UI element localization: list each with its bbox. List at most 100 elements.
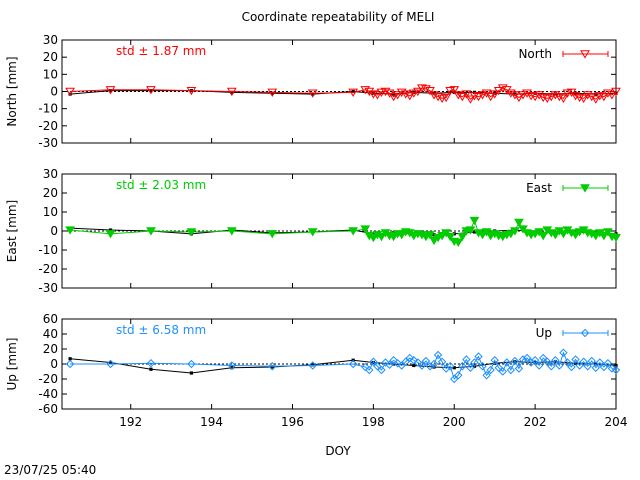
legend-marker bbox=[580, 184, 590, 193]
data-point bbox=[348, 359, 358, 369]
data-point bbox=[587, 356, 596, 366]
reference-point bbox=[371, 91, 375, 95]
reference-point bbox=[68, 357, 72, 361]
data-point bbox=[186, 228, 197, 237]
data-point bbox=[187, 359, 196, 369]
data-point bbox=[405, 353, 414, 363]
y-tick-label: -30 bbox=[38, 136, 58, 150]
y-tick-label: 0 bbox=[50, 357, 58, 371]
std-annotation: std ± 6.58 mm bbox=[116, 323, 206, 337]
data-point bbox=[505, 230, 516, 239]
data-point bbox=[558, 94, 569, 103]
data-point bbox=[530, 356, 540, 365]
chart-title: Coordinate repeatability of MELI bbox=[242, 10, 435, 24]
reference-point bbox=[149, 367, 153, 371]
data-point bbox=[307, 228, 318, 237]
data-point bbox=[510, 356, 520, 366]
y-tick-label: 0 bbox=[50, 85, 58, 99]
data-point bbox=[377, 365, 386, 375]
data-point bbox=[489, 90, 500, 99]
x-tick-label: 200 bbox=[443, 415, 466, 429]
reference-point bbox=[553, 360, 557, 364]
data-point bbox=[409, 356, 419, 365]
data-point bbox=[441, 93, 452, 103]
reference-point bbox=[412, 363, 416, 368]
data-point bbox=[478, 362, 487, 371]
data-point bbox=[429, 91, 439, 100]
data-point bbox=[227, 361, 237, 370]
data-point bbox=[268, 362, 277, 371]
x-axis-label: DOY bbox=[325, 444, 351, 458]
reference-point bbox=[108, 228, 113, 232]
data-point bbox=[598, 232, 609, 241]
data-point bbox=[453, 91, 464, 100]
reference-point bbox=[472, 230, 477, 234]
data-point bbox=[380, 87, 391, 97]
y-tick-label: 10 bbox=[43, 67, 58, 81]
y-tick-label: -60 bbox=[38, 402, 58, 416]
data-point bbox=[486, 365, 495, 375]
data-point bbox=[425, 231, 435, 240]
data-point bbox=[348, 88, 359, 97]
data-point bbox=[494, 363, 503, 372]
data-point bbox=[469, 216, 480, 226]
data-point bbox=[547, 362, 556, 371]
data-point bbox=[396, 88, 407, 97]
data-point bbox=[538, 232, 549, 241]
x-tick-label: 194 bbox=[200, 415, 223, 429]
reference-point bbox=[311, 363, 315, 367]
data-point bbox=[146, 86, 156, 95]
reference-point bbox=[149, 89, 153, 93]
data-point bbox=[550, 91, 561, 100]
data-point bbox=[611, 365, 621, 375]
data-point bbox=[381, 358, 390, 367]
reference-point bbox=[371, 232, 375, 236]
reference-point bbox=[68, 92, 72, 96]
x-tick-label: 196 bbox=[281, 415, 304, 429]
data-point bbox=[599, 362, 609, 372]
data-point bbox=[146, 359, 156, 368]
x-tick-label: 192 bbox=[119, 415, 142, 429]
data-point bbox=[603, 228, 613, 237]
data-point bbox=[611, 87, 621, 97]
y-tick-label: 60 bbox=[43, 312, 58, 326]
reference-point bbox=[230, 90, 234, 94]
data-point bbox=[417, 361, 427, 370]
data-point bbox=[522, 89, 532, 98]
y-tick-label: 20 bbox=[43, 50, 58, 64]
data-point bbox=[598, 92, 609, 102]
data-point bbox=[389, 356, 398, 365]
data-point bbox=[457, 233, 468, 242]
data-point bbox=[462, 355, 471, 364]
data-point bbox=[400, 90, 411, 99]
data-point bbox=[595, 358, 605, 367]
panel-1: -30 -20 -10 0 10 20 30 East [mm] std ± 2.03 mm Ea… bbox=[5, 167, 621, 295]
reference-point bbox=[108, 89, 113, 93]
reference-point bbox=[270, 365, 274, 369]
y-axis-label: East [mm] bbox=[5, 200, 19, 262]
data-point bbox=[433, 92, 443, 102]
data-point bbox=[482, 371, 491, 380]
data-point bbox=[497, 84, 508, 93]
data-point bbox=[365, 365, 374, 375]
data-point bbox=[421, 85, 431, 94]
data-point bbox=[412, 87, 423, 97]
reference-point bbox=[391, 92, 396, 96]
data-point bbox=[465, 226, 476, 235]
data-point bbox=[505, 89, 516, 98]
data-point bbox=[534, 91, 545, 100]
data-point bbox=[477, 231, 488, 240]
data-point bbox=[376, 233, 387, 242]
data-point bbox=[360, 225, 371, 234]
y-tick-label: 20 bbox=[43, 342, 58, 356]
data-point bbox=[586, 92, 597, 102]
data-point bbox=[590, 232, 601, 241]
data-point bbox=[457, 92, 468, 102]
data-point bbox=[397, 361, 406, 370]
y-tick-label: -20 bbox=[38, 372, 58, 386]
data-point bbox=[408, 89, 419, 98]
y-tick-label: 40 bbox=[43, 327, 58, 341]
reference-point bbox=[452, 366, 456, 370]
data-point bbox=[437, 357, 447, 366]
data-point bbox=[490, 356, 499, 365]
